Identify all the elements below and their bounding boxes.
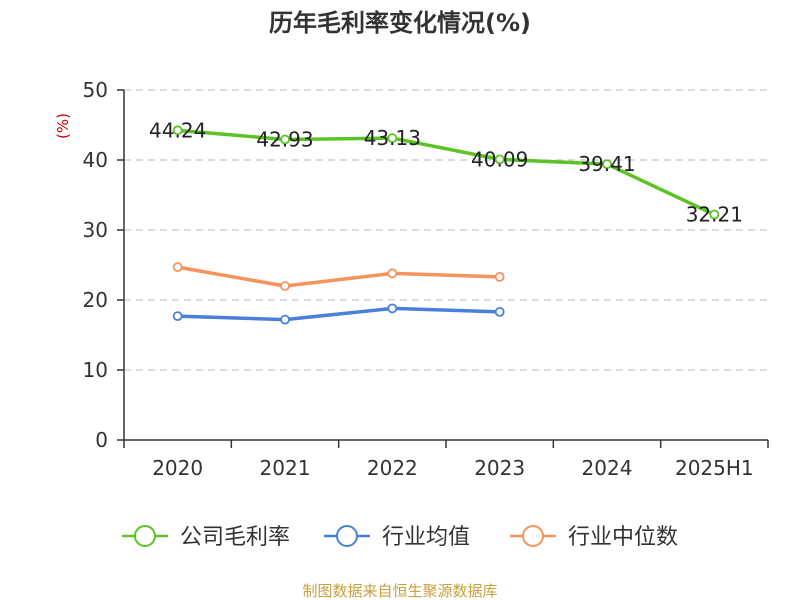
- x-axis: 2020 2021 2022 2023 2024 2025H1: [123, 439, 769, 480]
- series-line: [177, 306, 500, 322]
- legend-label: 行业中位数: [568, 525, 678, 550]
- y-tick-label: 40: [83, 148, 108, 172]
- data-point: [280, 314, 290, 325]
- y-axis: 0 10 20 30 40 50: [83, 78, 125, 452]
- data-labels: 44.24 42.93 43.13 40.09 39.41 32.21: [149, 118, 743, 226]
- data-point: [494, 271, 505, 282]
- data-label: 40.09: [471, 147, 528, 171]
- legend-marker: [522, 525, 544, 547]
- data-point: [172, 125, 183, 136]
- y-axis-label: (%): [54, 113, 72, 139]
- x-tick-label: 2024: [582, 456, 633, 480]
- grid-lines: [124, 89, 768, 371]
- x-tick-label: 2023: [474, 456, 525, 480]
- source-note: 制图数据来自恒生聚源数据库: [302, 582, 497, 600]
- data-label: 32.21: [686, 203, 743, 227]
- data-point: [494, 306, 505, 317]
- y-tick-label: 0: [95, 428, 108, 452]
- legend-marker: [134, 525, 156, 547]
- data-point: [387, 133, 398, 143]
- data-label: 44.24: [149, 118, 206, 142]
- x-tick-label: 2020: [152, 456, 203, 480]
- legend-marker: [336, 525, 358, 547]
- data-point: [387, 268, 398, 279]
- y-tick-label: 30: [83, 218, 108, 242]
- data-point: [387, 303, 398, 314]
- legend-item[interactable]: 公司毛利率: [122, 525, 290, 550]
- x-tick-label: 2021: [260, 456, 311, 480]
- data-point: [280, 281, 290, 291]
- legend-item[interactable]: 行业均值: [324, 525, 470, 550]
- data-point: [280, 134, 290, 145]
- y-tick-label: 50: [83, 78, 108, 102]
- x-tick-label: 2022: [367, 456, 418, 480]
- data-point: [709, 209, 720, 220]
- legend[interactable]: 公司毛利率 行业均值 行业中位数: [122, 525, 678, 550]
- legend-item[interactable]: 行业中位数: [510, 525, 678, 550]
- data-label: 43.13: [364, 126, 421, 150]
- legend-label: 公司毛利率: [180, 525, 290, 550]
- legend-label: 行业均值: [382, 525, 470, 550]
- y-tick-label: 10: [83, 358, 108, 382]
- data-point: [602, 159, 612, 170]
- data-point: [494, 154, 505, 165]
- data-point: [172, 311, 183, 322]
- series-group: [172, 125, 720, 325]
- series-line: [177, 265, 500, 288]
- chart-title: 历年毛利率变化情况(%): [269, 9, 531, 37]
- series-line: [177, 128, 716, 217]
- y-tick-label: 20: [83, 288, 108, 312]
- data-label: 39.41: [578, 152, 635, 176]
- data-point: [172, 262, 183, 273]
- data-label: 42.93: [256, 127, 313, 151]
- x-tick-label: 2025H1: [675, 456, 754, 480]
